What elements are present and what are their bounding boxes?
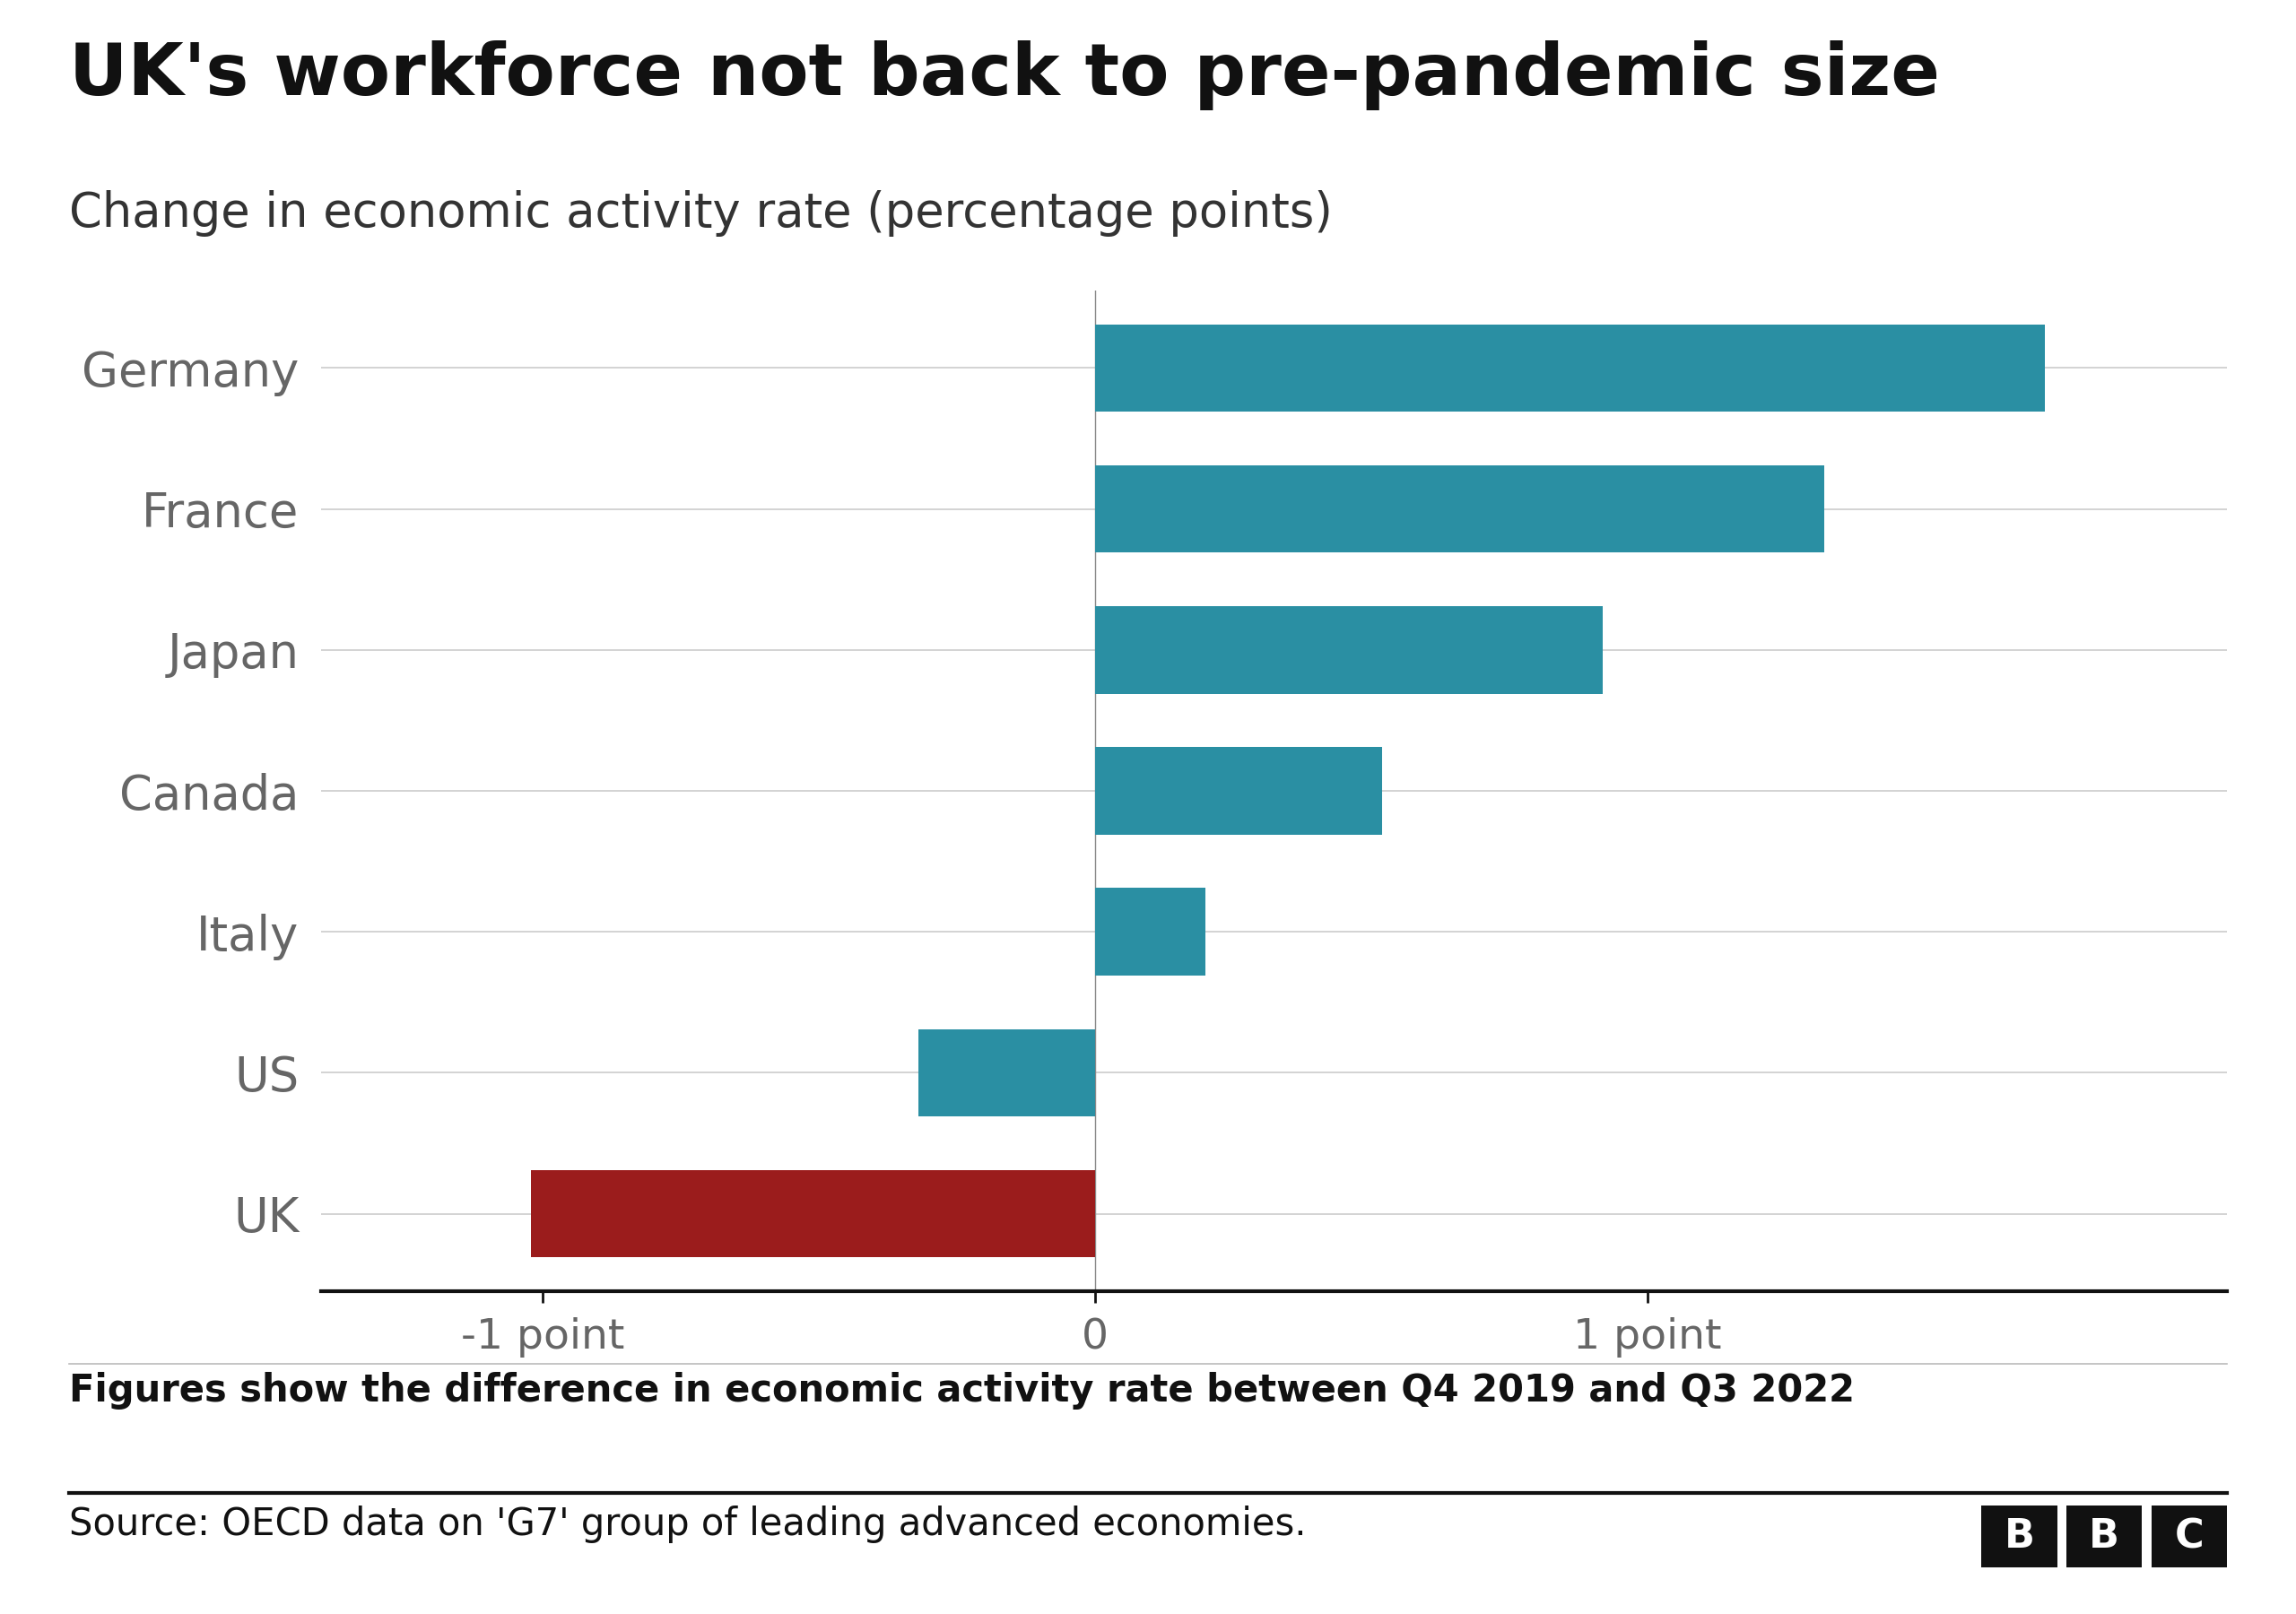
- Bar: [1095, 607, 1603, 694]
- Text: C: C: [2174, 1517, 2204, 1556]
- Bar: [530, 1170, 1095, 1257]
- Bar: [1095, 465, 1823, 552]
- Bar: [1095, 324, 2046, 412]
- Text: B: B: [2004, 1517, 2034, 1556]
- Bar: [1095, 888, 1205, 975]
- Text: Source: OECD data on 'G7' group of leading advanced economies.: Source: OECD data on 'G7' group of leadi…: [69, 1506, 1306, 1543]
- Bar: [1095, 747, 1382, 834]
- Text: UK's workforce not back to pre-pandemic size: UK's workforce not back to pre-pandemic …: [69, 40, 1940, 110]
- Text: Figures show the difference in economic activity rate between Q4 2019 and Q3 202: Figures show the difference in economic …: [69, 1372, 1855, 1409]
- Bar: [918, 1030, 1095, 1117]
- Text: B: B: [2089, 1517, 2119, 1556]
- Text: Change in economic activity rate (percentage points): Change in economic activity rate (percen…: [69, 190, 1332, 237]
